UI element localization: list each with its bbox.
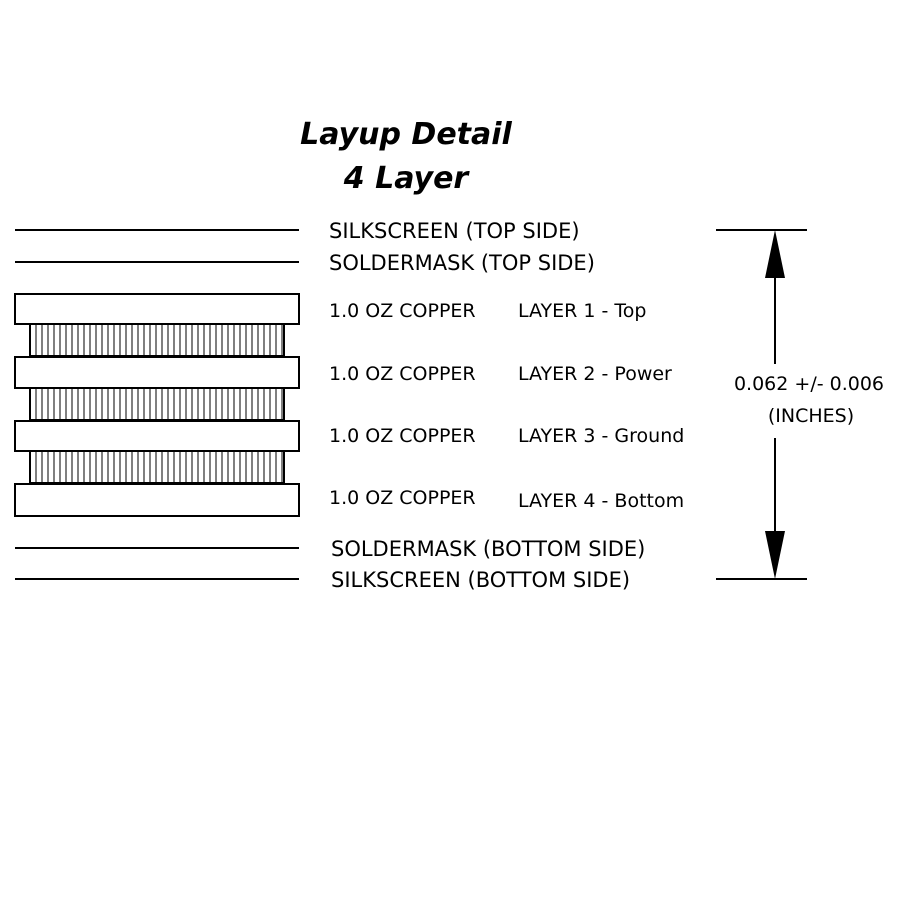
thickness-unit: (INCHES) (768, 405, 854, 427)
copper-weight-3: 1.0 OZ COPPER (329, 425, 476, 447)
title-line-2: 4 Layer (343, 161, 471, 196)
arrow-down-icon (765, 531, 785, 579)
soldermask-bottom-label: SOLDERMASK (BOTTOM SIDE) (331, 537, 645, 561)
layer-name-1: LAYER 1 - Top (518, 300, 646, 322)
silkscreen-top-label: SILKSCREEN (TOP SIDE) (329, 219, 580, 243)
dielectric-core-2 (29, 387, 285, 421)
title-line-1: Layup Detail (300, 117, 512, 152)
copper-layer-1 (14, 293, 300, 325)
copper-layer-4 (14, 483, 300, 517)
dielectric-core-1 (29, 323, 285, 357)
copper-layer-2 (14, 356, 300, 389)
layer-name-4: LAYER 4 - Bottom (518, 490, 684, 512)
soldermask-top-label: SOLDERMASK (TOP SIDE) (329, 251, 595, 275)
copper-weight-4: 1.0 OZ COPPER (329, 487, 476, 509)
thickness-value: 0.062 +/- 0.006 (734, 373, 884, 395)
copper-weight-2: 1.0 OZ COPPER (329, 363, 476, 385)
copper-weight-1: 1.0 OZ COPPER (329, 300, 476, 322)
dielectric-core-3 (29, 450, 285, 484)
copper-layer-3 (14, 420, 300, 452)
silkscreen-bottom-label: SILKSCREEN (BOTTOM SIDE) (331, 568, 630, 592)
layer-name-3: LAYER 3 - Ground (518, 425, 684, 447)
arrow-up-icon (765, 230, 785, 278)
thickness-dimension: 0.062 +/- 0.006 (INCHES) (716, 229, 884, 580)
layer-name-2: LAYER 2 - Power (518, 363, 672, 385)
